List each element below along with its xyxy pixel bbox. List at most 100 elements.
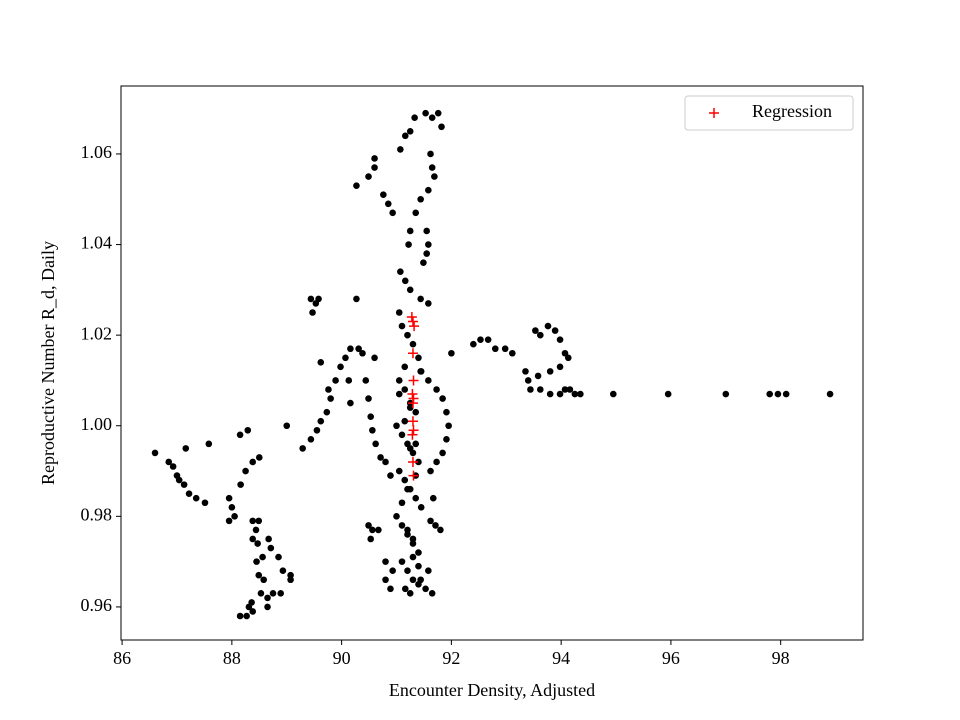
data-point [254, 540, 261, 547]
data-point [443, 436, 450, 443]
data-point [432, 522, 439, 529]
data-point [225, 517, 233, 525]
data-point [236, 431, 244, 439]
data-point [428, 114, 436, 122]
data-point [398, 322, 406, 330]
data-point [175, 476, 183, 484]
data-point [169, 463, 177, 470]
data-point [265, 535, 272, 543]
data-point [429, 494, 437, 502]
data-point [397, 146, 404, 153]
data-point [404, 526, 411, 534]
x-tick-label: 96 [662, 648, 680, 668]
data-point [367, 535, 375, 543]
data-point [382, 576, 389, 584]
data-point [269, 590, 277, 597]
data-point [249, 458, 257, 466]
data-point [556, 336, 564, 343]
data-point [422, 109, 429, 117]
data-point [417, 195, 424, 203]
data-point [425, 186, 432, 194]
data-point [369, 526, 376, 534]
data-point [347, 399, 354, 407]
data-point [415, 549, 422, 556]
data-point [425, 300, 432, 307]
data-point [826, 390, 834, 398]
legend-box [684, 95, 854, 131]
data-point [401, 132, 409, 140]
data-point [431, 173, 438, 180]
data-point [434, 109, 442, 117]
data-point [242, 467, 249, 475]
data-point [353, 295, 360, 303]
data-point [571, 390, 579, 398]
data-point [327, 395, 334, 402]
data-point [564, 354, 572, 362]
data-point [415, 458, 422, 466]
data-point [397, 268, 404, 276]
data-point [393, 422, 400, 430]
data-point [443, 408, 450, 416]
data-point [425, 567, 432, 574]
data-point [375, 526, 382, 534]
data-point [182, 445, 190, 452]
regression-marker [407, 316, 418, 327]
data-point [259, 553, 266, 561]
y-tick-label: 0.98 [81, 504, 113, 524]
data-point [425, 377, 432, 384]
data-point [255, 571, 263, 579]
data-point [395, 309, 403, 316]
data-point [532, 327, 539, 334]
regression-marker [407, 348, 418, 359]
data-point [398, 558, 406, 565]
data-point [406, 404, 414, 411]
data-point [522, 368, 529, 375]
data-point [782, 390, 790, 398]
data-point [412, 494, 420, 502]
data-point [249, 535, 257, 543]
data-point [524, 377, 532, 384]
data-point [664, 390, 672, 398]
data-point [551, 327, 559, 334]
data-point [249, 517, 257, 525]
data-point [398, 431, 406, 439]
data-point [433, 386, 440, 393]
data-point [406, 590, 414, 597]
data-point [415, 354, 422, 362]
data-point [355, 345, 362, 353]
data-point [395, 377, 403, 384]
data-point [566, 386, 574, 393]
data-point [313, 426, 321, 434]
data-point [380, 191, 387, 199]
data-point [401, 363, 409, 371]
data-point [417, 368, 425, 375]
data-point [201, 499, 209, 507]
data-point [249, 608, 257, 615]
data-point [243, 612, 250, 620]
data-point [389, 567, 396, 574]
data-point [244, 426, 252, 434]
data-point [180, 481, 188, 488]
regression-marker [407, 416, 418, 427]
data-point [237, 481, 244, 488]
data-point [484, 336, 492, 343]
data-point [439, 395, 446, 402]
data-point [401, 417, 409, 425]
data-point [371, 155, 378, 162]
data-point [420, 259, 427, 266]
data-point [561, 386, 569, 393]
data-point [527, 386, 534, 393]
data-point [323, 408, 331, 416]
data-point [228, 503, 236, 511]
y-tick-label: 1.06 [81, 142, 113, 162]
data-point [406, 445, 414, 452]
data-point [427, 467, 434, 475]
data-point [257, 590, 265, 597]
x-tick-label: 98 [772, 648, 790, 668]
data-point [609, 390, 617, 398]
plot-frame [120, 85, 864, 641]
data-point [317, 417, 325, 425]
data-point [412, 209, 420, 217]
x-tick-label: 94 [552, 648, 570, 668]
